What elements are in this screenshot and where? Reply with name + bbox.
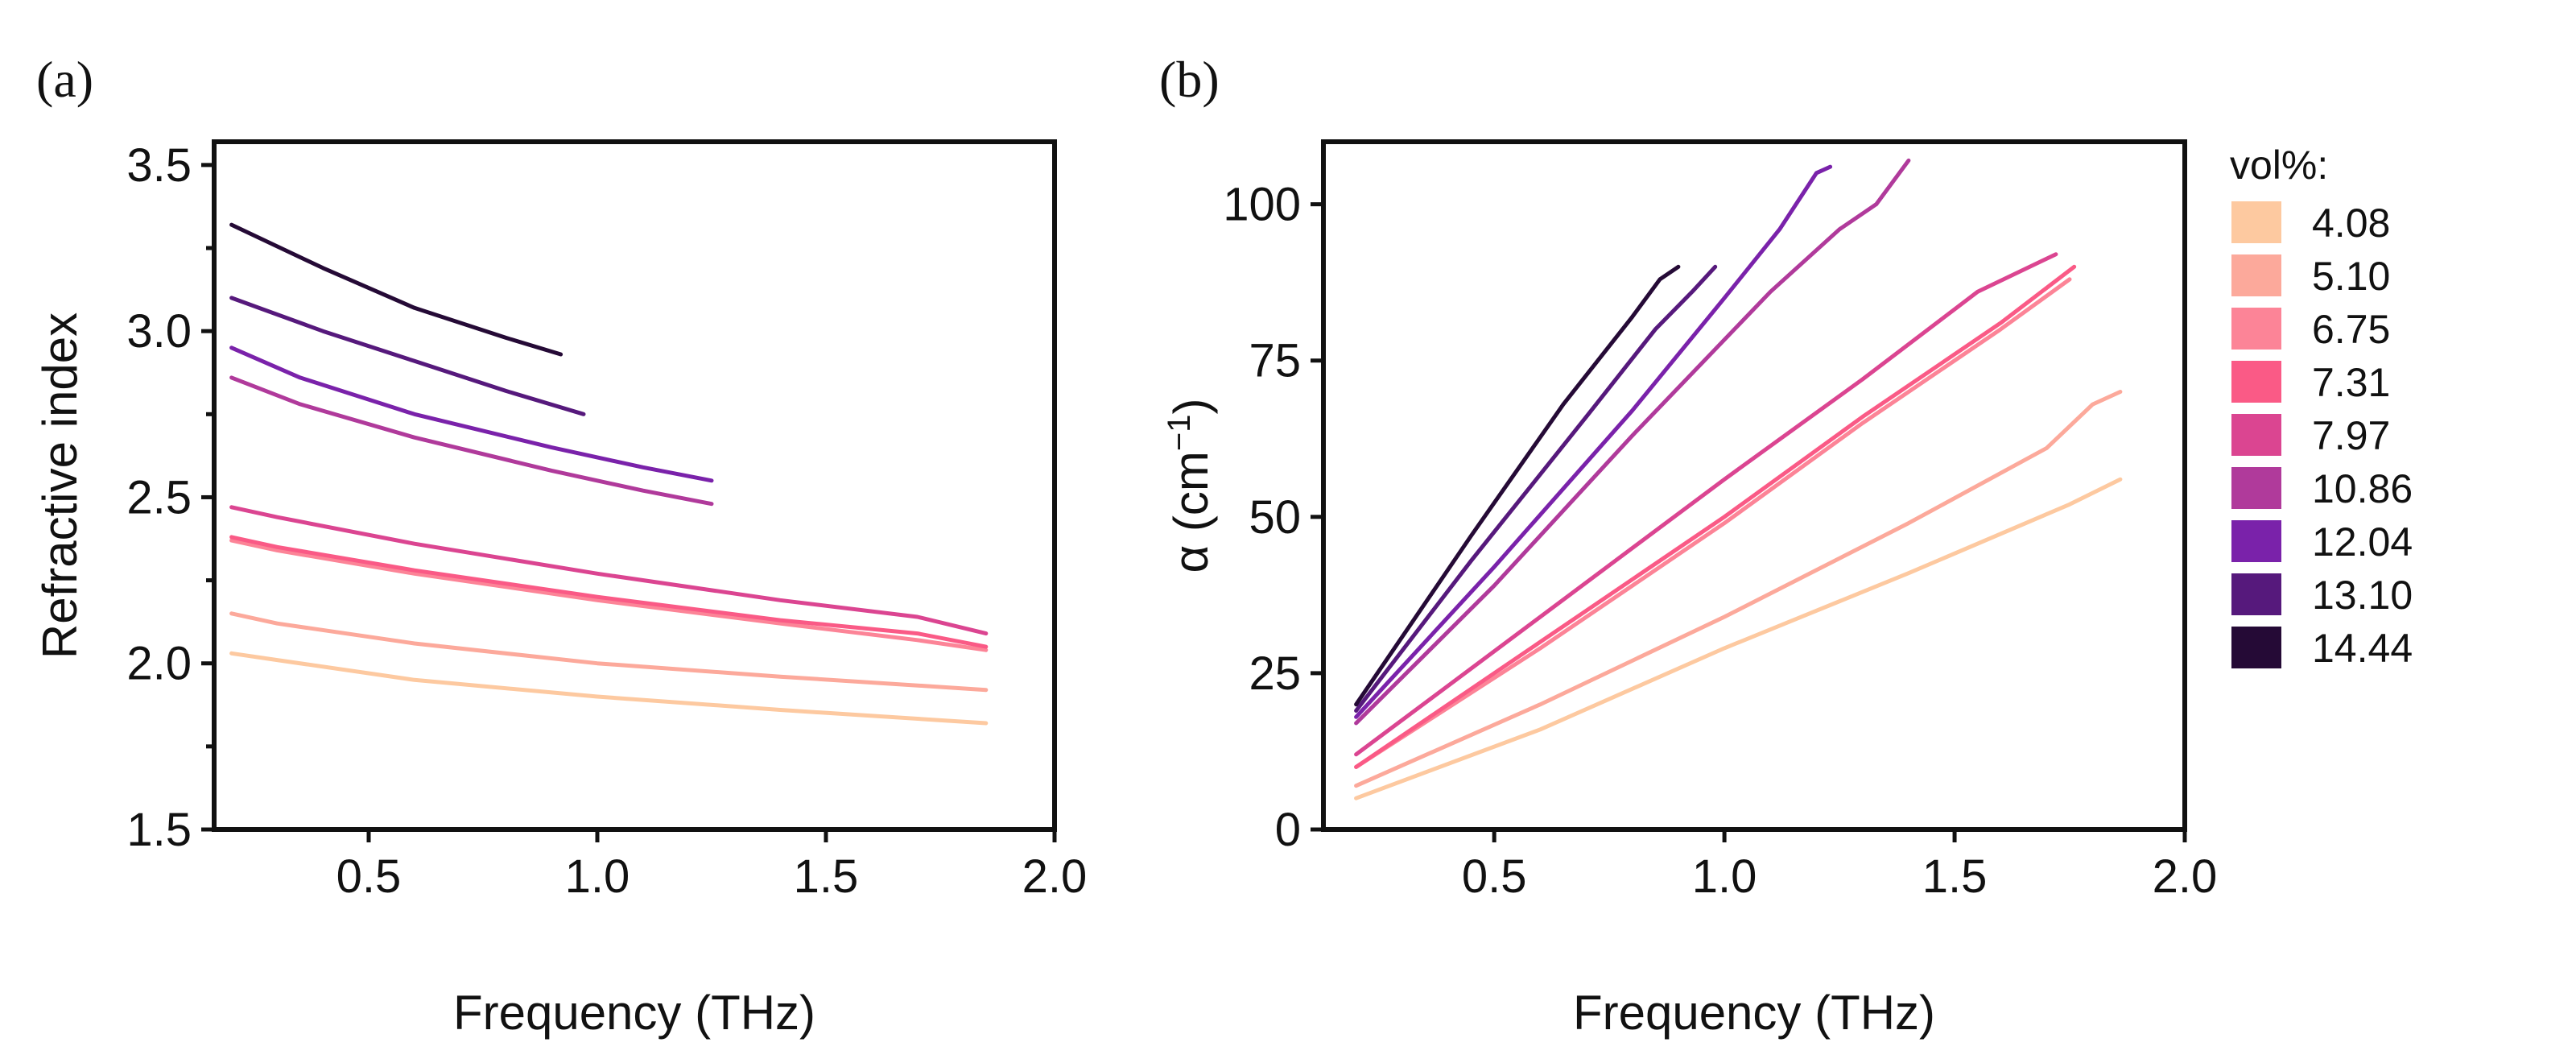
y-tick-label: 0 [1275,804,1301,856]
y-tick-label: 3.0 [126,305,192,358]
series-line-4.08 [229,651,989,726]
legend-label: 5.10 [2312,254,2390,299]
legend-label: 7.97 [2312,413,2390,458]
legend-swatch [2231,414,2281,456]
series-line-13.10 [1354,264,1718,713]
series-line-6.75 [1354,277,2072,769]
series-line-6.75 [229,538,989,652]
x-tick-label: 1.5 [1922,850,1988,903]
legend-label: 6.75 [2312,307,2390,352]
series-line-10.86 [1354,158,1911,726]
series-line-7.31 [1354,264,2077,769]
x-axis-label: Frequency (THz) [1573,986,1935,1040]
series-line-14.44 [229,222,564,357]
plot-frame [1321,139,2187,832]
legend-title: vol%: [2230,143,2328,188]
legend-swatch [2231,201,2281,243]
legend-swatch [2231,308,2281,350]
y-axis-label-main: Refractive index [33,312,87,659]
panel-label: (a) [36,51,93,108]
series-line-12.04 [229,345,714,483]
y-axis-label-end: ) [1164,399,1218,415]
y-tick-label: 50 [1249,491,1301,544]
legend-swatch [2231,254,2281,296]
y-tick-label: 100 [1223,179,1301,231]
series-line-12.04 [1354,164,1833,719]
legend-label: 4.08 [2312,201,2390,246]
y-axis-label: Refractive index [33,312,87,659]
y-tick-label: 2.0 [126,638,192,690]
y-tick-label: 2.5 [126,471,192,523]
plot-frame [212,139,1057,832]
series-line-7.97 [1354,252,2058,757]
panel-b: (b) 0.5 1.0 1.5 2.0 0 25 50 75 100 Frequency (THz)… [1159,51,2413,1040]
x-tick-label: 1.0 [565,850,630,903]
legend-label: 13.10 [2312,573,2413,618]
x-tick-label: 0.5 [1462,850,1527,903]
x-tick-label: 2.0 [2153,850,2218,903]
x-tick-label: 0.5 [336,850,402,903]
y-tick-label: 75 [1249,335,1301,387]
series-line-4.08 [1354,477,2123,800]
legend-swatch [2231,627,2281,668]
series-line-7.31 [229,535,989,649]
legend: vol%: 4.08 5.10 6.75 7.31 7.97 10.86 12.04 13.10… [2230,143,2413,671]
legend-swatch [2231,573,2281,615]
legend-label: 14.44 [2312,626,2413,671]
series-line-5.10 [229,611,989,693]
series-line-7.97 [229,505,989,636]
y-axis-label-main: α (cm [1164,451,1218,573]
panel-a: (a) 0.5 1.0 1.5 2.0 1.5 2.0 2.5 3.0 3.5 Frequency … [33,51,1087,1040]
series-line-10.86 [229,375,714,507]
series-line-5.10 [1354,390,2123,788]
y-axis-label-superscript: −1 [1162,415,1197,452]
series-line-14.44 [1354,264,1681,707]
legend-label: 10.86 [2312,466,2413,511]
panel-label: (b) [1159,51,1220,108]
x-tick-label: 2.0 [1022,850,1088,903]
legend-label: 7.31 [2312,360,2390,405]
x-tick-label: 1.0 [1692,850,1757,903]
series-line-13.10 [229,296,586,416]
x-axis-label: Frequency (THz) [453,986,815,1040]
y-tick-label: 1.5 [126,804,192,856]
legend-swatch [2231,467,2281,509]
legend-swatch [2231,361,2281,403]
legend-label: 12.04 [2312,519,2413,565]
x-tick-label: 1.5 [794,850,859,903]
y-axis-label: α (cm−1) [1162,399,1218,573]
y-tick-label: 25 [1249,647,1301,700]
y-tick-label: 3.5 [126,139,192,192]
legend-swatch [2231,520,2281,562]
